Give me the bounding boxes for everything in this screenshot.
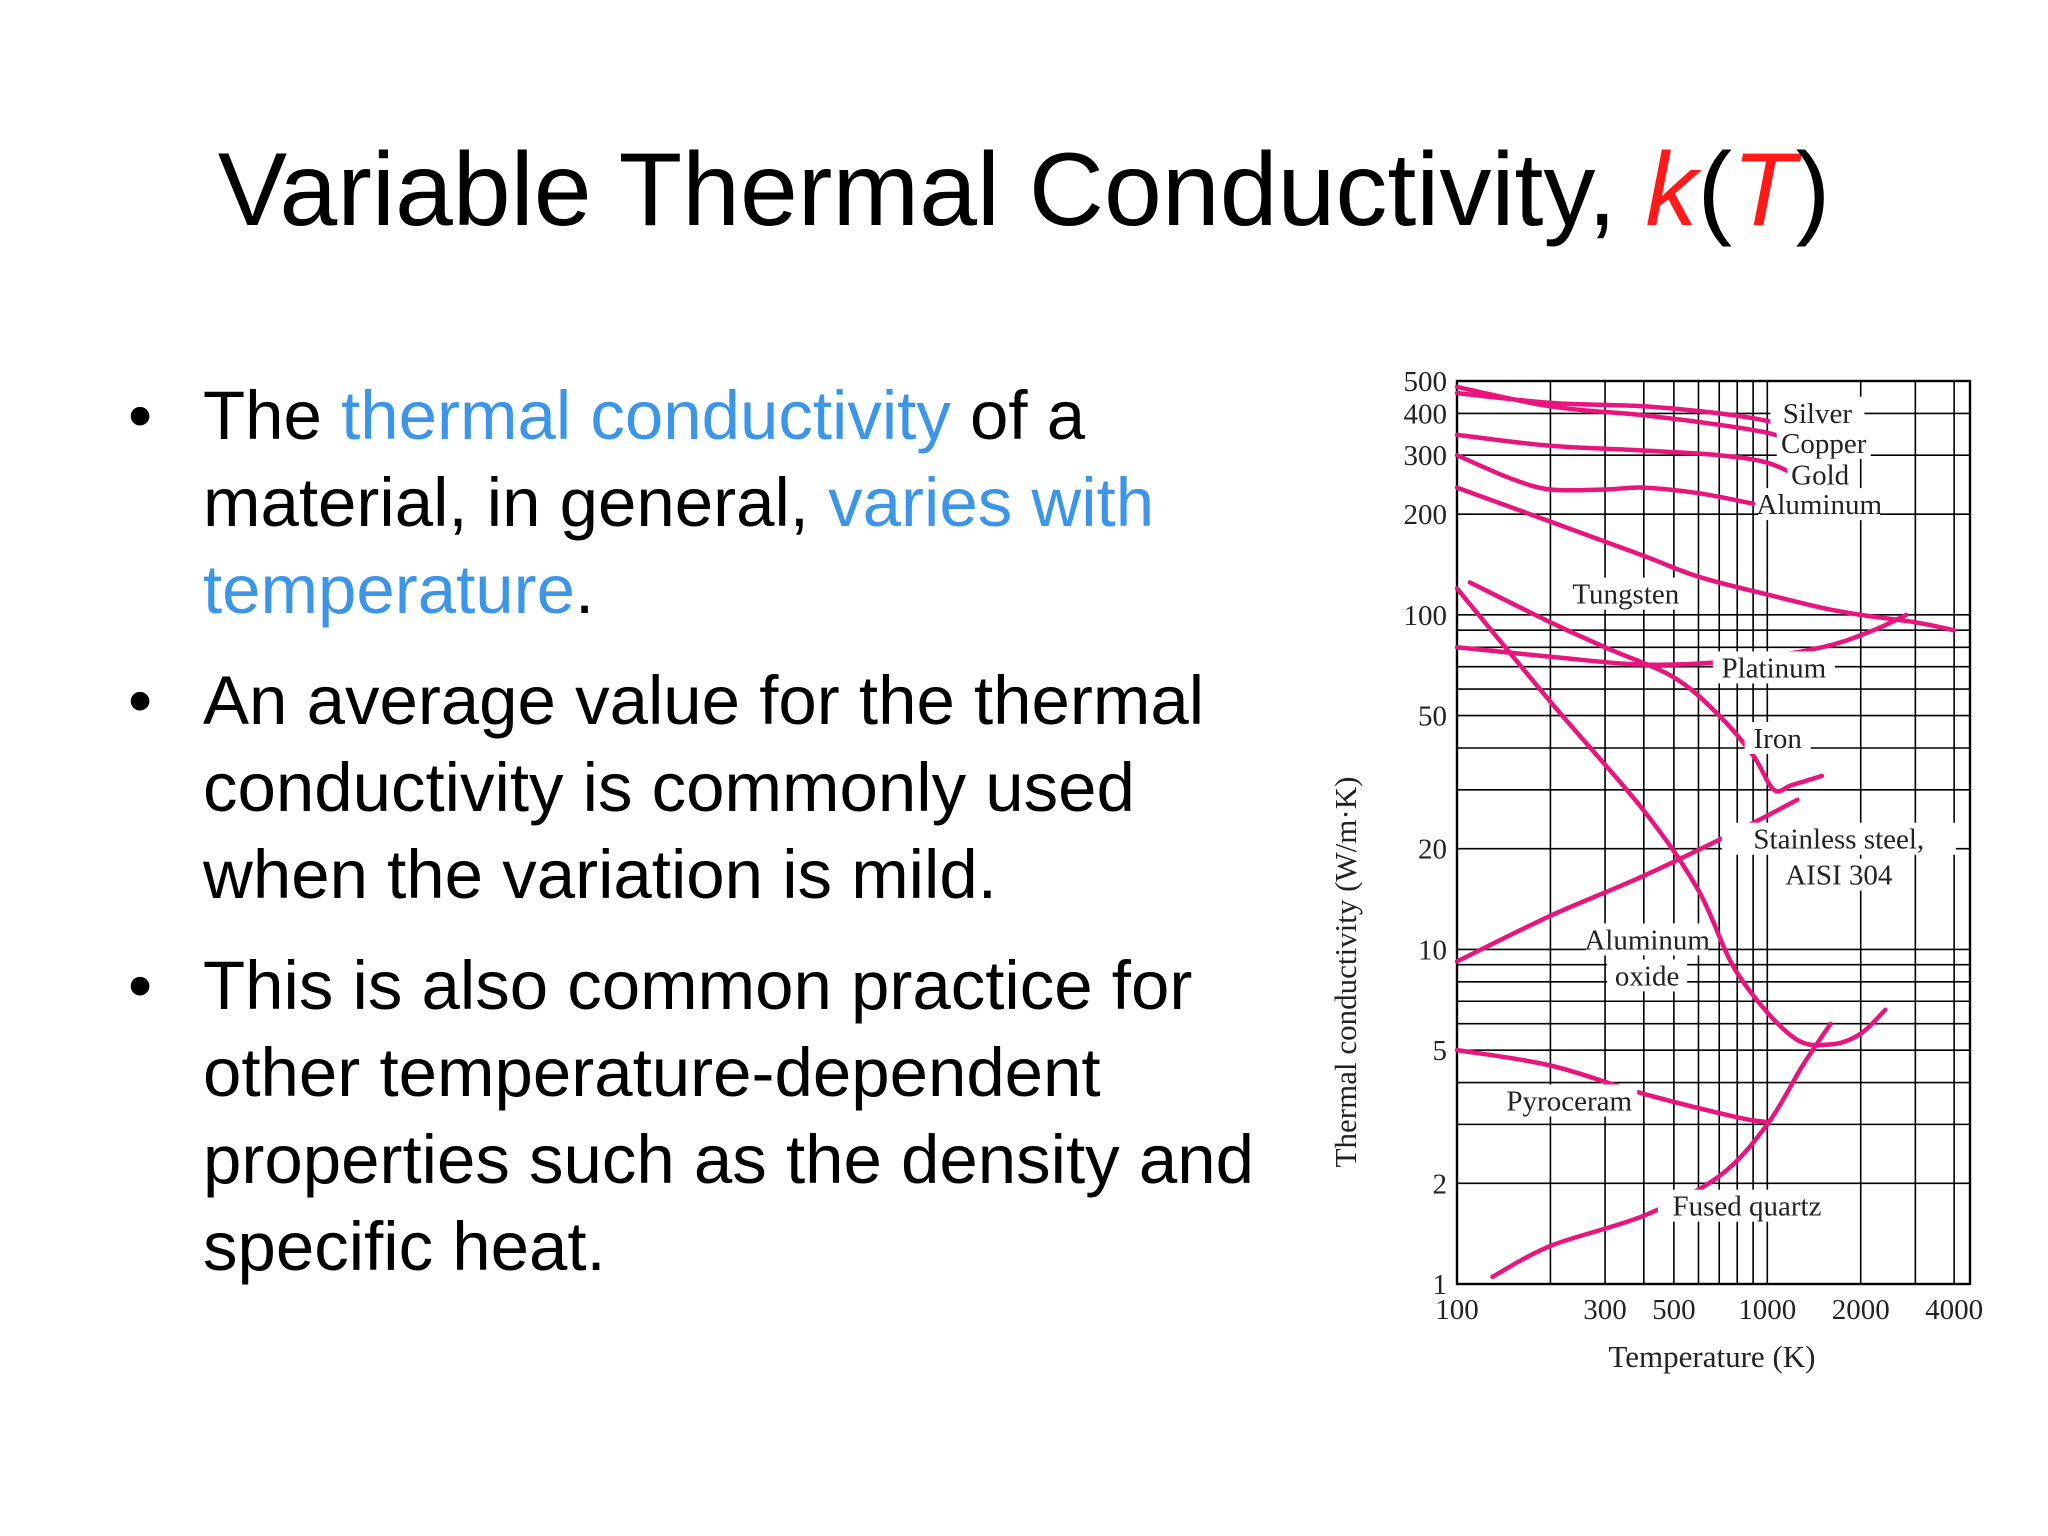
x-tick-label: 500 bbox=[1652, 1294, 1696, 1326]
y-tick-label: 200 bbox=[1404, 499, 1448, 531]
series-label-bg bbox=[1712, 651, 1835, 684]
title-close-paren: ) bbox=[1795, 132, 1831, 248]
slide-title: Variable Thermal Conductivity, k(T) bbox=[0, 130, 2048, 250]
series-label-bg bbox=[1758, 488, 1881, 521]
thermal-conductivity-chart: SilverCopperGoldAluminumTungstenPlatinum… bbox=[1328, 366, 1983, 1374]
y-tick-label: 1 bbox=[1433, 1269, 1448, 1301]
title-T: T bbox=[1732, 132, 1796, 248]
bullet-item: • This is also common practice for other … bbox=[118, 942, 1288, 1290]
y-tick-label: 300 bbox=[1404, 440, 1448, 472]
bullet-item: • The thermal conductivity of a material,… bbox=[118, 372, 1288, 633]
x-axis-label: Temperature (K) bbox=[1609, 1339, 1816, 1374]
bullet-highlight: varies with temperature bbox=[203, 464, 1155, 628]
series-label-bg bbox=[1564, 577, 1687, 610]
bullet-text: An average value for the thermal conduct… bbox=[203, 662, 1205, 913]
series-line-copper bbox=[1454, 384, 1805, 446]
chart-curves bbox=[1454, 384, 1957, 1280]
series-label-bg bbox=[1721, 822, 1956, 855]
x-tick-label: 100 bbox=[1435, 1294, 1479, 1326]
y-tick-label: 100 bbox=[1404, 600, 1448, 632]
series-label-stainless-steel-aisi-304: Stainless steel, bbox=[1753, 824, 1924, 856]
series-line-fused-quartz bbox=[1490, 1021, 1833, 1280]
series-label-bg bbox=[1607, 959, 1688, 992]
series-label-aluminum-oxide: oxide bbox=[1615, 960, 1679, 992]
series-line-pyroceram bbox=[1454, 1047, 1770, 1125]
series-label-bg bbox=[1586, 923, 1709, 956]
x-tick-label: 2000 bbox=[1832, 1294, 1890, 1326]
bullet-text: of a material, in general, bbox=[203, 377, 1086, 541]
y-tick-label: 5 bbox=[1433, 1035, 1448, 1067]
title-k: k bbox=[1645, 132, 1698, 248]
y-tick-label: 2 bbox=[1433, 1168, 1448, 1200]
series-label-fused-quartz: Fused quartz bbox=[1672, 1191, 1821, 1223]
bullet-text: . bbox=[575, 551, 595, 628]
series-label-silver: Silver bbox=[1783, 398, 1853, 430]
series-label-bg bbox=[1501, 1084, 1638, 1117]
series-label-copper: Copper bbox=[1781, 428, 1867, 460]
bullet-list: • The thermal conductivity of a material,… bbox=[118, 372, 1288, 1314]
bullet-text: This is also common practice for other t… bbox=[203, 947, 1254, 1285]
x-tick-label: 1000 bbox=[1738, 1294, 1796, 1326]
x-tick-labels: 100 300 500 1000 2000 4000 bbox=[1435, 1294, 1983, 1326]
series-label-stainless-steel-aisi-304: AISI 304 bbox=[1785, 860, 1893, 892]
series-label-bg bbox=[1787, 458, 1854, 491]
title-open-paren: ( bbox=[1697, 132, 1733, 248]
y-tick-label: 400 bbox=[1404, 398, 1448, 430]
series-line-gold bbox=[1454, 432, 1805, 482]
bullet-dot-icon: • bbox=[128, 377, 153, 454]
series-label-bg bbox=[1776, 426, 1871, 459]
title-main: Variable Thermal Conductivity, bbox=[217, 132, 1646, 248]
series-label-platinum: Platinum bbox=[1722, 652, 1827, 684]
series-line-aluminum bbox=[1454, 452, 1756, 506]
series-label-aluminum-oxide: Aluminum bbox=[1584, 924, 1710, 956]
plot-frame bbox=[1455, 379, 1972, 1286]
series-label-gold: Gold bbox=[1791, 460, 1850, 492]
series-label-aluminum: Aluminum bbox=[1756, 489, 1882, 521]
y-axis-label: Thermal conductivity (W/m·K) bbox=[1328, 777, 1363, 1168]
series-label-pyroceram: Pyroceram bbox=[1506, 1086, 1632, 1118]
y-tick-label: 500 bbox=[1404, 366, 1448, 398]
series-line-iron bbox=[1467, 580, 1825, 794]
bullet-dot-icon: • bbox=[128, 662, 153, 739]
series-label-bg bbox=[1744, 721, 1811, 754]
bullet-dot-icon: • bbox=[128, 947, 153, 1024]
series-line-platinum bbox=[1454, 612, 1909, 667]
y-tick-label: 20 bbox=[1418, 834, 1447, 866]
series-label-bg bbox=[1770, 396, 1865, 429]
series-line-aluminum-oxide bbox=[1454, 586, 1888, 1048]
series-label-bg bbox=[1777, 858, 1900, 891]
y-tick-label: 50 bbox=[1418, 701, 1447, 733]
series-label-tungsten: Tungsten bbox=[1572, 579, 1679, 611]
x-tick-label: 300 bbox=[1583, 1294, 1627, 1326]
y-tick-label: 10 bbox=[1418, 934, 1447, 966]
bullet-highlight: thermal conductivity bbox=[341, 377, 951, 454]
x-tick-label: 4000 bbox=[1925, 1294, 1983, 1326]
series-label-iron: Iron bbox=[1754, 723, 1803, 755]
bullet-text: The bbox=[203, 377, 342, 454]
bullet-item: • An average value for the thermal conduc… bbox=[118, 657, 1288, 918]
chart-curve-labels: SilverCopperGoldAluminumTungstenPlatinum… bbox=[1501, 396, 1956, 1223]
series-label-bg bbox=[1657, 1189, 1836, 1222]
